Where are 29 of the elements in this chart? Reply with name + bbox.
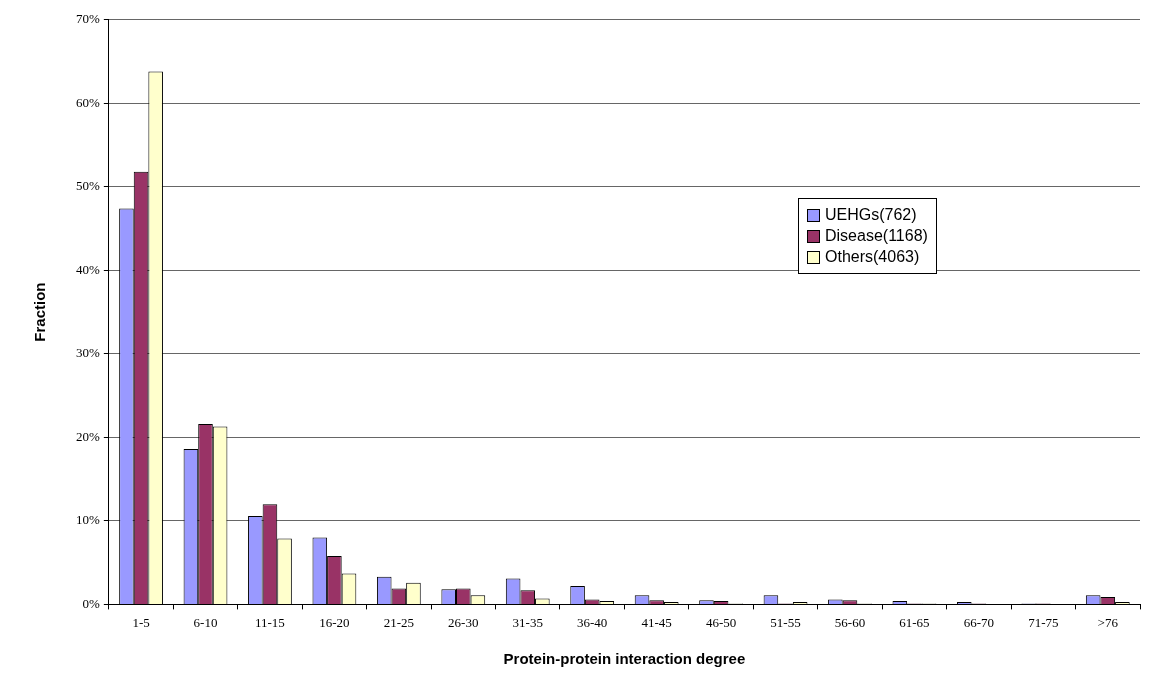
- x-tick-label: 11-15: [255, 614, 285, 630]
- x-tick-label: 31-35: [512, 614, 543, 630]
- x-tick-label: 71-75: [1028, 614, 1059, 630]
- y-tick-label: 10%: [75, 512, 100, 528]
- x-tick-label: >76: [1097, 614, 1119, 630]
- x-tick-label: 46-50: [705, 614, 737, 630]
- x-tick-label: 61-65: [899, 614, 930, 630]
- x-tick-label: 1-5: [132, 614, 150, 630]
- x-tick-label: 16-20: [319, 614, 350, 630]
- legend-label: Others(4063): [825, 248, 920, 266]
- y-tick-label: 20%: [75, 428, 100, 444]
- x-tick-label: 51-55: [770, 614, 801, 630]
- x-tick-label: 36-40: [577, 614, 608, 630]
- x-tick-label: 56-60: [834, 614, 866, 630]
- y-axis-title: Fraction: [31, 282, 49, 342]
- y-tick-label: 60%: [75, 94, 100, 110]
- legend-label: Disease(1168): [825, 227, 928, 245]
- y-tick-label: 50%: [75, 178, 100, 194]
- x-tick-label: 66-70: [963, 614, 995, 630]
- y-tick-label: 0%: [82, 595, 100, 611]
- x-tick-label: 21-25: [383, 614, 415, 630]
- legend-label: UEHGs(762): [825, 206, 917, 224]
- y-tick-label: 70%: [75, 11, 100, 27]
- x-tick-label: 26-30: [448, 614, 479, 630]
- x-tick-label: 41-45: [641, 614, 672, 630]
- y-tick-label: 30%: [75, 345, 100, 361]
- x-tick-label: 6-10: [193, 614, 218, 630]
- x-axis-title: Protein-protein interaction degree: [503, 650, 746, 668]
- y-tick-label: 40%: [75, 261, 100, 277]
